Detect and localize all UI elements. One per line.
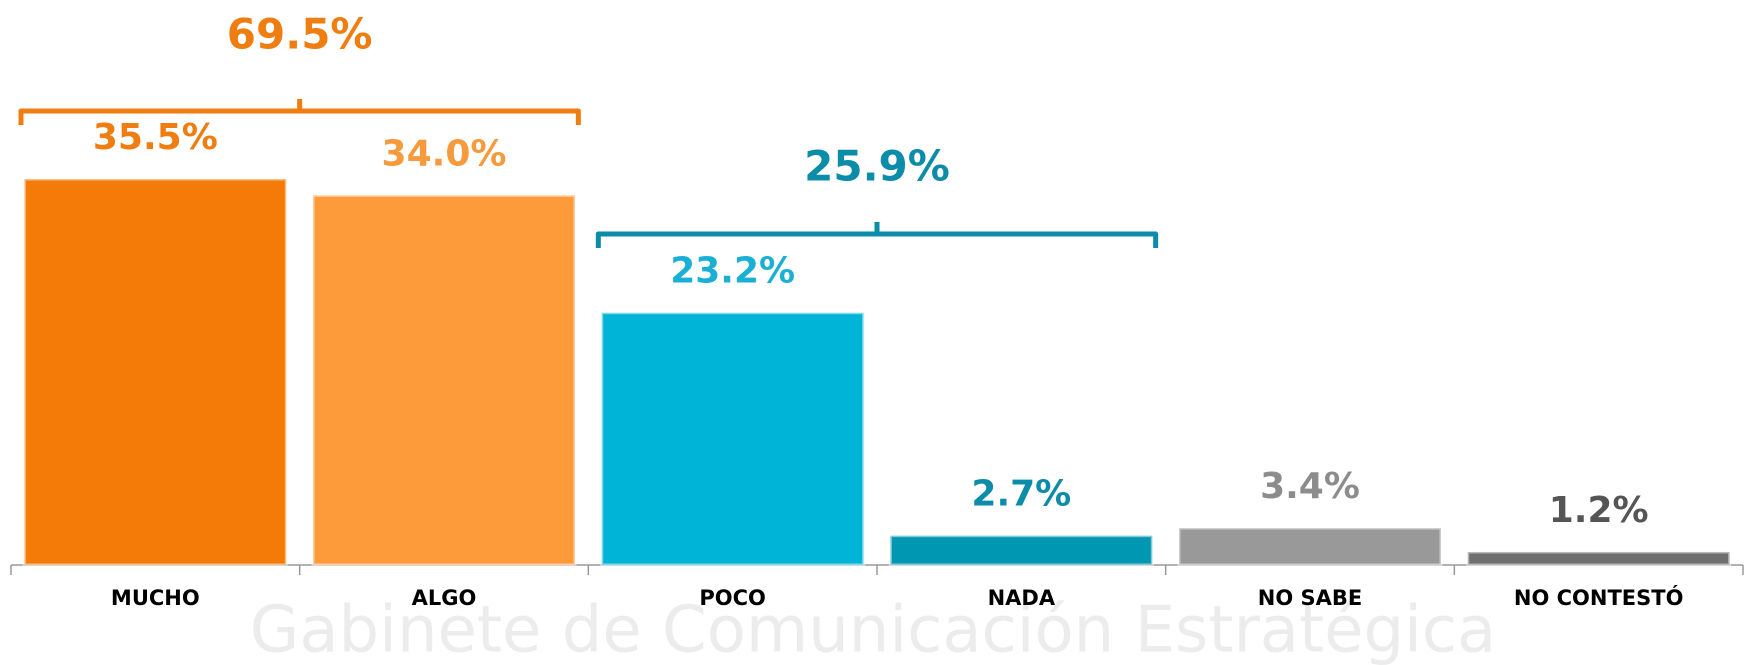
annotation: 25.9% [804, 142, 950, 191]
data-label: 3.4% [1260, 466, 1360, 507]
bar [888, 534, 1154, 567]
bar [311, 193, 577, 567]
bar [1466, 550, 1732, 567]
data-label: 23.2% [670, 251, 795, 292]
data-label: 1.2% [1549, 490, 1649, 531]
bracket [18, 99, 581, 125]
data-label: 2.7% [971, 474, 1071, 515]
annotation: 69.5% [227, 10, 373, 59]
x-tick-label: NO SABE [1258, 586, 1362, 610]
bar [1177, 526, 1443, 567]
data-label: 34.0% [382, 133, 507, 174]
x-tick-label: ALGO [412, 586, 477, 610]
data-label: 35.5% [93, 117, 218, 158]
bracket [595, 222, 1159, 248]
x-tick-label: POCO [699, 586, 766, 610]
watermark: Gabinete de Comunicación Estratégica [250, 594, 1497, 665]
bar [22, 177, 288, 567]
bar [600, 311, 866, 567]
x-tick-label: NO CONTESTÓ [1514, 585, 1684, 610]
x-tick-label: MUCHO [111, 586, 200, 610]
x-tick-label: NADA [988, 586, 1056, 610]
